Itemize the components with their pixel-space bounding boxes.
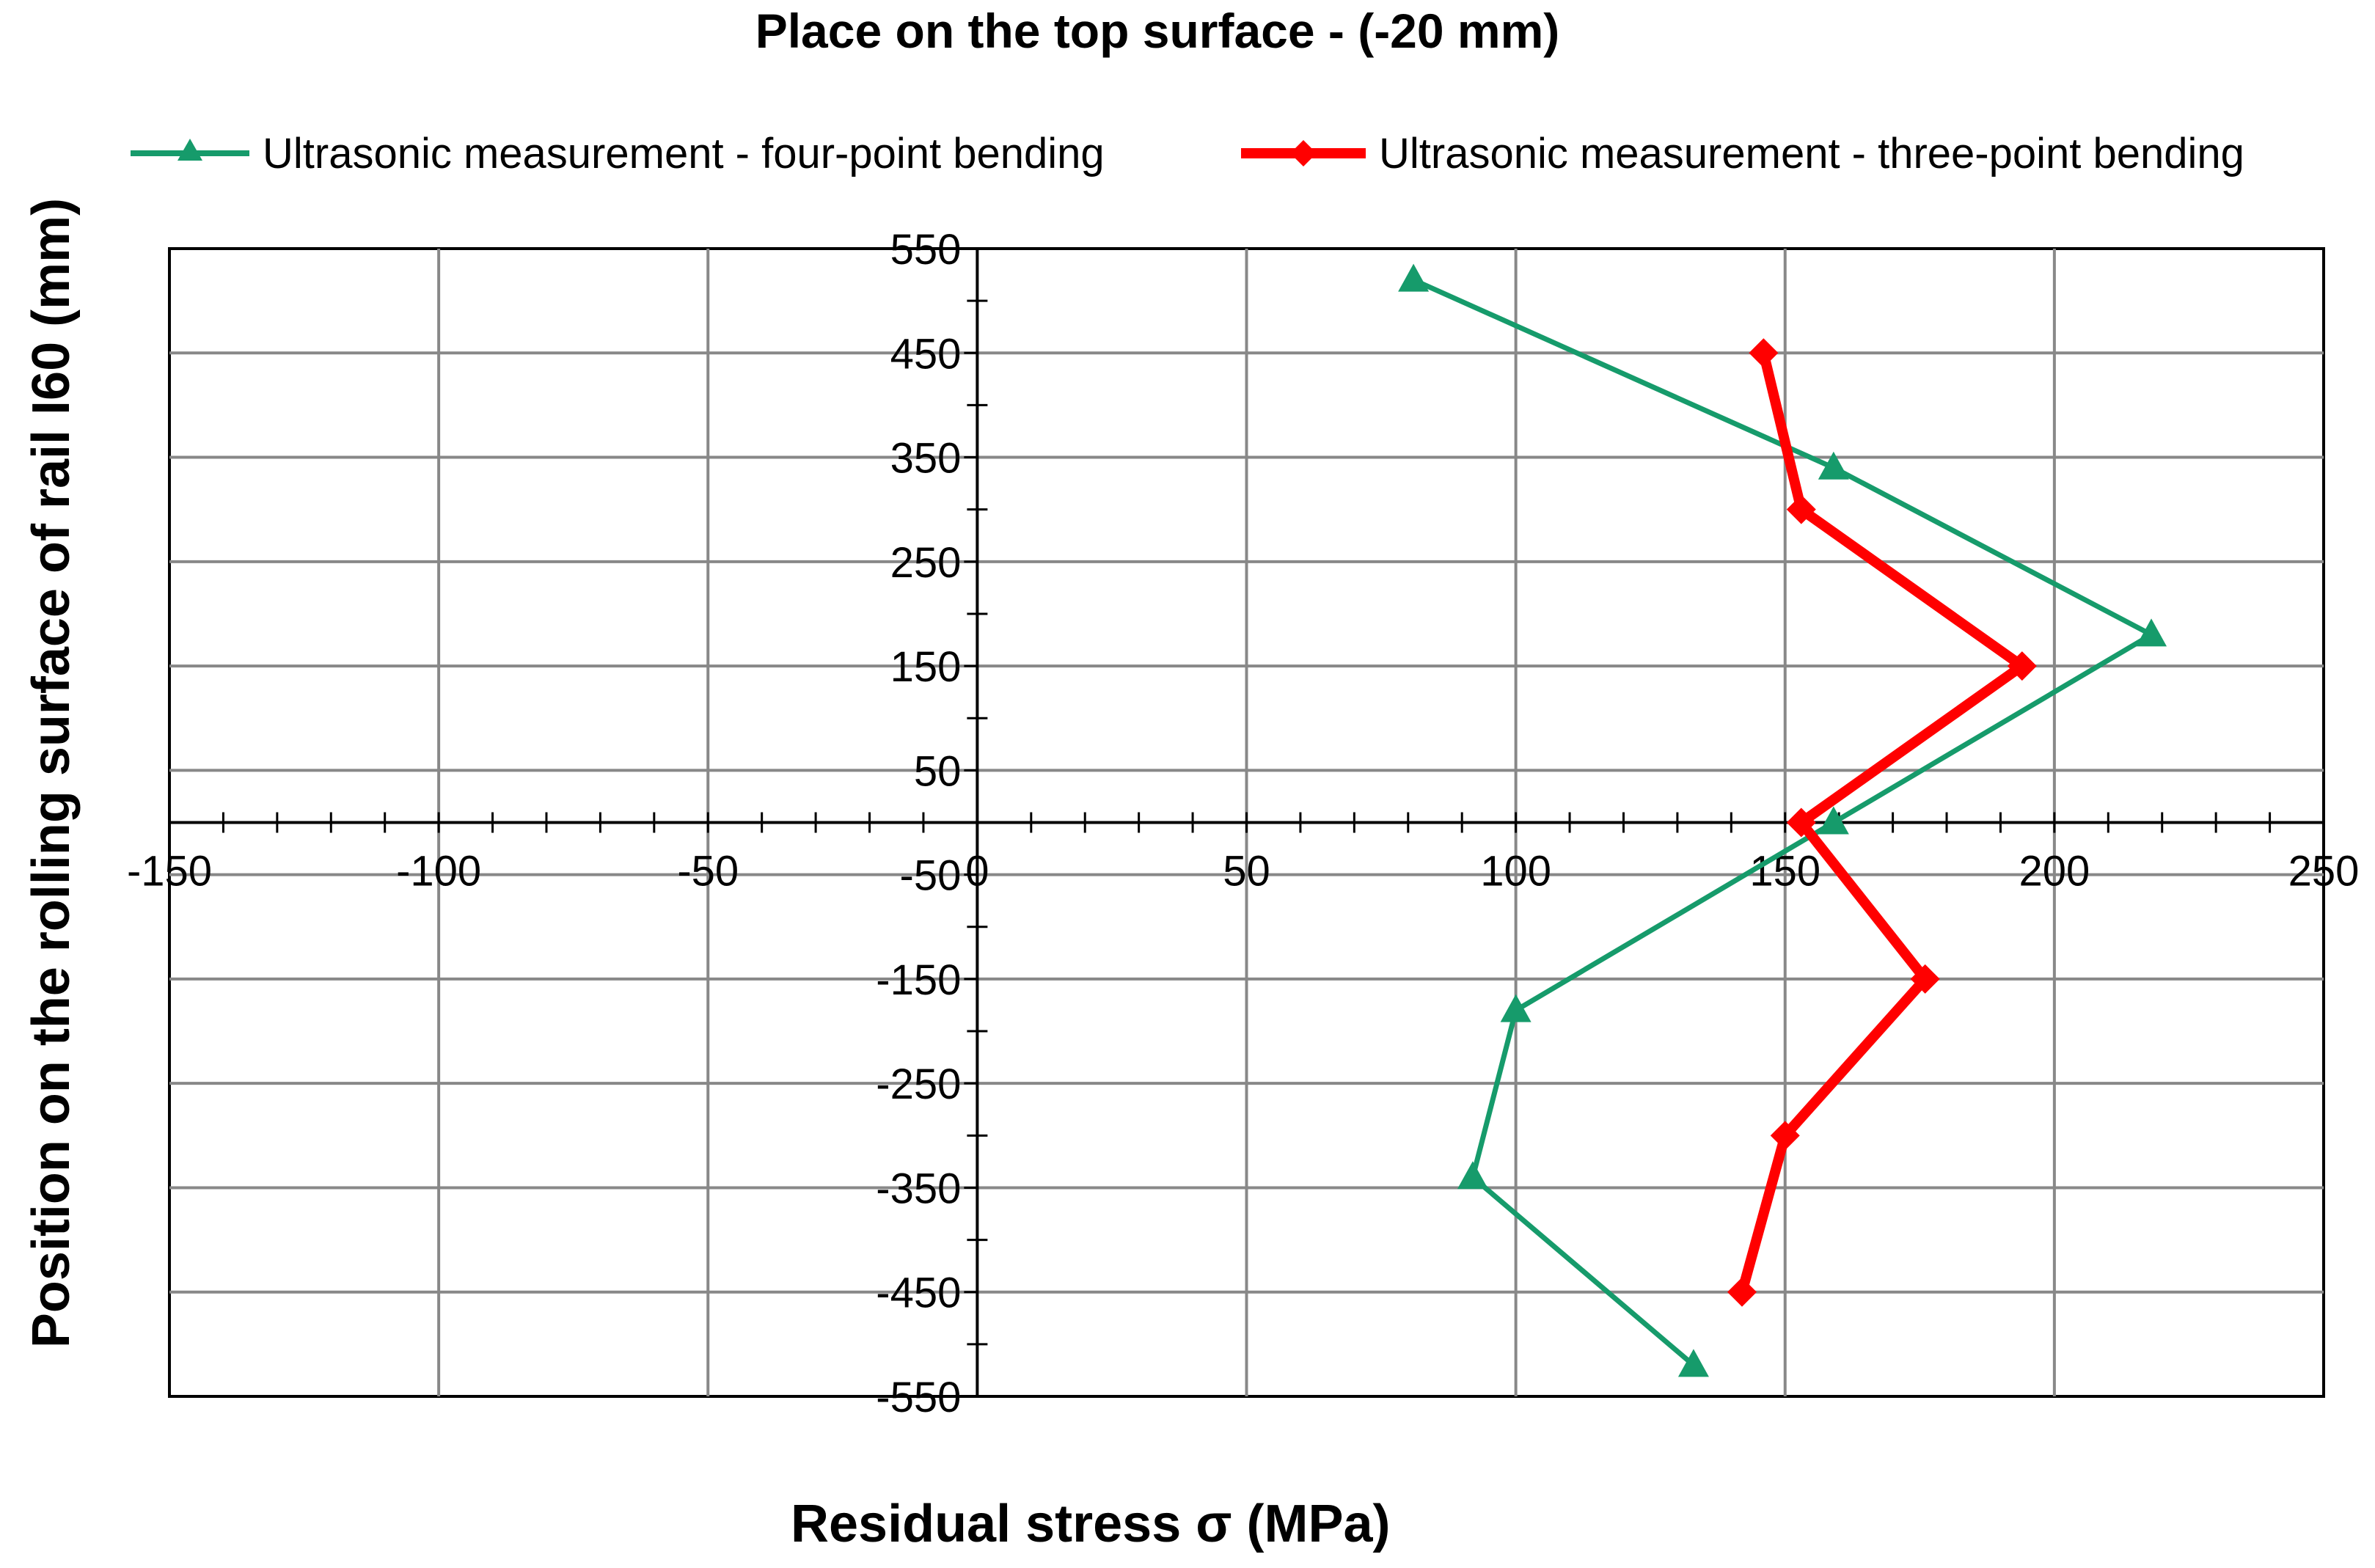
y-tick-label: 50 — [914, 747, 962, 795]
x-tick-label: 0 — [965, 848, 989, 895]
y-tick-label: 550 — [890, 226, 962, 274]
series-four-point-bending — [1398, 263, 2167, 1377]
y-tick-label: 250 — [890, 539, 962, 587]
triangle-marker — [1457, 1161, 1488, 1190]
chart-title: Place on the top surface - (-20 mm) — [755, 4, 1560, 58]
triangle-marker — [1818, 451, 1849, 480]
x-tick-label: 100 — [1480, 848, 1551, 895]
y-tick-label: -150 — [876, 956, 961, 1004]
x-tick-label: 150 — [1749, 848, 1820, 895]
diamond-marker — [2007, 651, 2037, 681]
y-tick-label: 150 — [890, 643, 962, 691]
plot-area: -150 -100 -50 0 50 100 150 200 25055045035025015… — [127, 226, 2359, 1421]
legend: Ultrasonic measurement - four-point bend… — [131, 130, 2244, 177]
y-tick-label: -50 — [900, 852, 962, 900]
y-tick-label: 450 — [890, 330, 962, 378]
triangle-marker — [1818, 806, 1849, 835]
y-axis-label: Position on the rolling surface of rail … — [22, 198, 81, 1348]
x-axis-label: Residual stress σ (MPa) — [791, 1495, 1391, 1553]
diamond-marker — [1910, 964, 1940, 994]
legend-triangle-marker — [178, 139, 202, 161]
triangle-marker — [1500, 994, 1532, 1022]
y-tick-label: -550 — [876, 1374, 961, 1421]
x-tick-label: 250 — [2288, 848, 2360, 895]
triangle-marker — [2136, 618, 2167, 647]
diamond-marker — [1770, 1121, 1800, 1151]
x-tick-label: 50 — [1223, 848, 1270, 895]
y-tick-label: -350 — [876, 1165, 961, 1212]
x-tick-label: -100 — [396, 848, 481, 895]
diamond-marker — [1786, 807, 1816, 838]
legend-label-three-point: Ultrasonic measurement - three-point ben… — [1379, 130, 2244, 177]
y-tick-label: -450 — [876, 1270, 961, 1317]
triangle-marker — [1677, 1349, 1709, 1377]
triangle-marker — [1398, 263, 1430, 292]
diamond-marker — [1727, 1277, 1757, 1307]
legend-diamond-marker — [1290, 140, 1317, 166]
x-tick-label: 200 — [2019, 848, 2090, 895]
diamond-marker — [1749, 338, 1779, 368]
series-three-point-bending — [1727, 338, 2037, 1307]
x-tick-label: -150 — [127, 848, 212, 895]
y-tick-label: -250 — [876, 1060, 961, 1108]
y-tick-label: 350 — [890, 435, 962, 483]
legend-label-four-point: Ultrasonic measurement - four-point bend… — [263, 130, 1105, 177]
x-tick-label: -50 — [677, 848, 739, 895]
diamond-marker — [1786, 494, 1816, 524]
